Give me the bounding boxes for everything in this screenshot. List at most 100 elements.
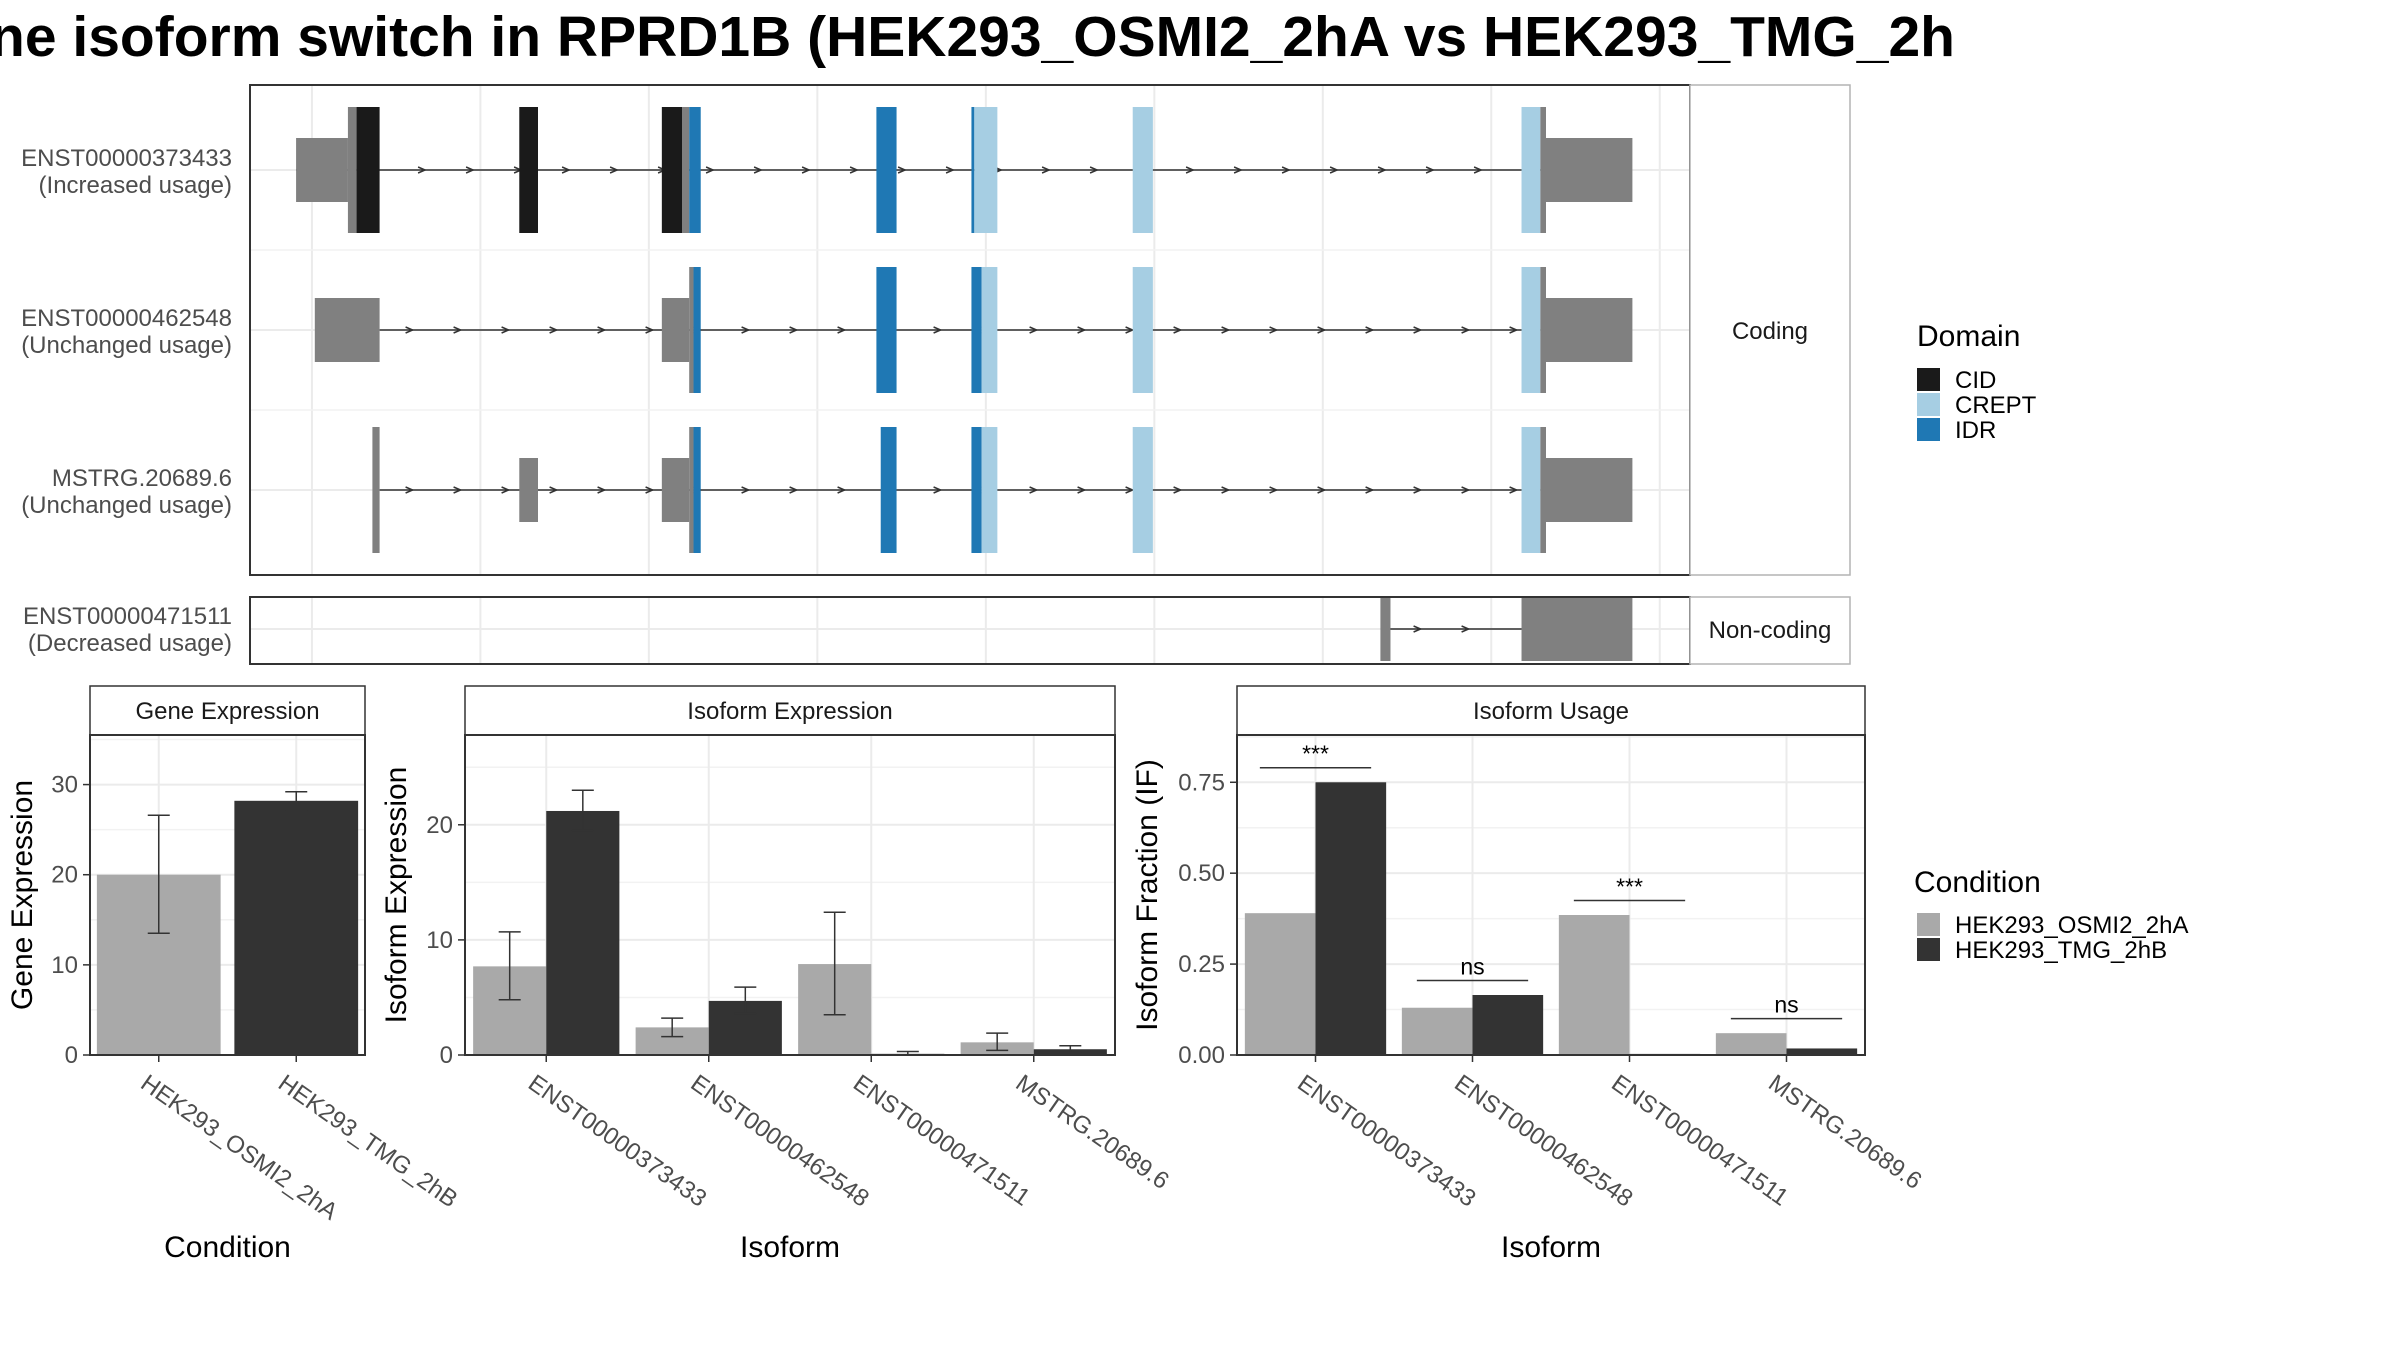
strand-arrow [501,486,511,494]
strand-arrow [1365,486,1375,494]
strand-arrow [1413,326,1423,334]
noncoding-panel-bg [250,597,1690,664]
x-tick-label: MSTRG.20689.6 [1011,1070,1174,1195]
panel-border [89,734,366,1056]
domain-idr [971,427,982,553]
strand-arrow [1173,326,1183,334]
domain-crept [1132,267,1153,393]
isoform-usage-label: (Increased usage) [39,172,232,199]
y-tick-label: 0.25 [1178,951,1225,978]
exon-utr [661,458,690,522]
gene-expression-panel: Gene Expression0102030HEK293_OSMI2_2hAHE… [6,685,462,1264]
panel-strip [464,685,1116,736]
y-axis-title: Gene Expression [6,780,39,1010]
strand-arrow [897,166,907,174]
strand-arrow [1365,326,1375,334]
strand-arrow [789,326,799,334]
isoform-usage-panel: Isoform Usage***ns***ns0.000.250.500.75E… [1131,685,1926,1264]
strand-arrow [1473,166,1483,174]
panel-strip [1236,685,1866,736]
facet-label-noncoding: Non-coding [1709,617,1832,644]
domain-idr [880,427,897,553]
panel-title: Isoform Usage [1473,698,1629,725]
condition-legend-title: Condition [1914,866,2041,899]
strand-arrow [753,166,763,174]
y-tick-label: 0.50 [1178,860,1225,887]
y-tick-label: 0 [440,1042,453,1069]
strand-arrow [1377,166,1387,174]
exon-utr [1546,458,1633,522]
legend-key-crept [1917,393,1940,416]
legend-label-cid: CID [1955,367,1996,394]
exon-utr [1540,107,1546,233]
strand-arrow [501,326,511,334]
strand-arrow [1089,166,1099,174]
y-tick-label: 30 [51,772,78,799]
panel-title: Gene Expression [135,698,319,725]
bar [1786,1048,1858,1055]
exon-utr [372,427,380,553]
strand-arrow [1461,625,1471,633]
y-axis-title: Isoform Fraction (IF) [1131,759,1164,1031]
exon-utr [1540,267,1546,393]
isoform-usage-label: (Unchanged usage) [21,332,232,359]
significance-label: ns [1774,992,1798,1018]
panel-title: Isoform Expression [687,698,892,725]
strand-arrow [1317,326,1327,334]
legend-key-cid [1917,368,1940,391]
strand-arrow [1461,486,1471,494]
exon-utr [689,427,694,553]
domain-crept [974,107,998,233]
strand-arrow [1413,486,1423,494]
legend-label-idr: IDR [1955,417,1996,444]
strand-arrow [609,166,619,174]
x-tick-label: ENST00000462548 [686,1070,874,1213]
strand-arrow [1233,166,1243,174]
strand-arrow [645,486,655,494]
exon-utr [689,267,694,393]
isoform-structure-panel: ENST00000373433(Increased usage) ENST0000… [21,84,1851,665]
strand-arrow [1029,486,1039,494]
x-axis-title: Isoform [740,1231,840,1264]
isoform-id-label: ENST00000373433 [21,145,232,172]
exon-utr [1546,138,1633,202]
strand-arrow [1269,326,1279,334]
strand-arrow [1125,326,1135,334]
bar [1558,915,1630,1055]
legend-key-condition [1917,938,1940,961]
domain-idr [876,267,897,393]
exon-utr [296,138,348,202]
strand-arrow [741,326,751,334]
y-tick-label: 0.00 [1178,1042,1225,1069]
domain-idr [876,107,897,233]
strand-arrow [1317,486,1327,494]
strand-arrow [1185,166,1195,174]
strand-arrow [837,326,847,334]
strand-arrow [789,486,799,494]
strand-arrow [417,166,427,174]
exon-noncoding [1521,597,1633,661]
domain-crept [981,267,998,393]
bar [546,810,620,1055]
domain-idr [971,267,982,393]
exon-noncoding [1380,597,1391,661]
strand-arrow [405,326,415,334]
strand-arrow [933,486,943,494]
y-tick-label: 10 [51,952,78,979]
strand-arrow [1509,326,1519,334]
facet-label-coding: Coding [1732,318,1808,345]
strand-arrow [549,326,559,334]
strand-arrow [405,486,415,494]
exon-utr [314,298,380,362]
legend-label-crept: CREPT [1955,392,2037,419]
legend-label-condition: HEK293_TMG_2hB [1955,937,2167,964]
strand-arrow [1461,326,1471,334]
domain-crept [1521,427,1541,553]
x-axis-title: Isoform [1501,1231,1601,1264]
strand-arrow [1173,486,1183,494]
figure-title: ne isoform switch in RPRD1B (HEK293_OSMI… [0,5,1955,69]
y-tick-label: 10 [426,927,453,954]
domain-idr [689,107,701,233]
strand-arrow [1413,625,1423,633]
